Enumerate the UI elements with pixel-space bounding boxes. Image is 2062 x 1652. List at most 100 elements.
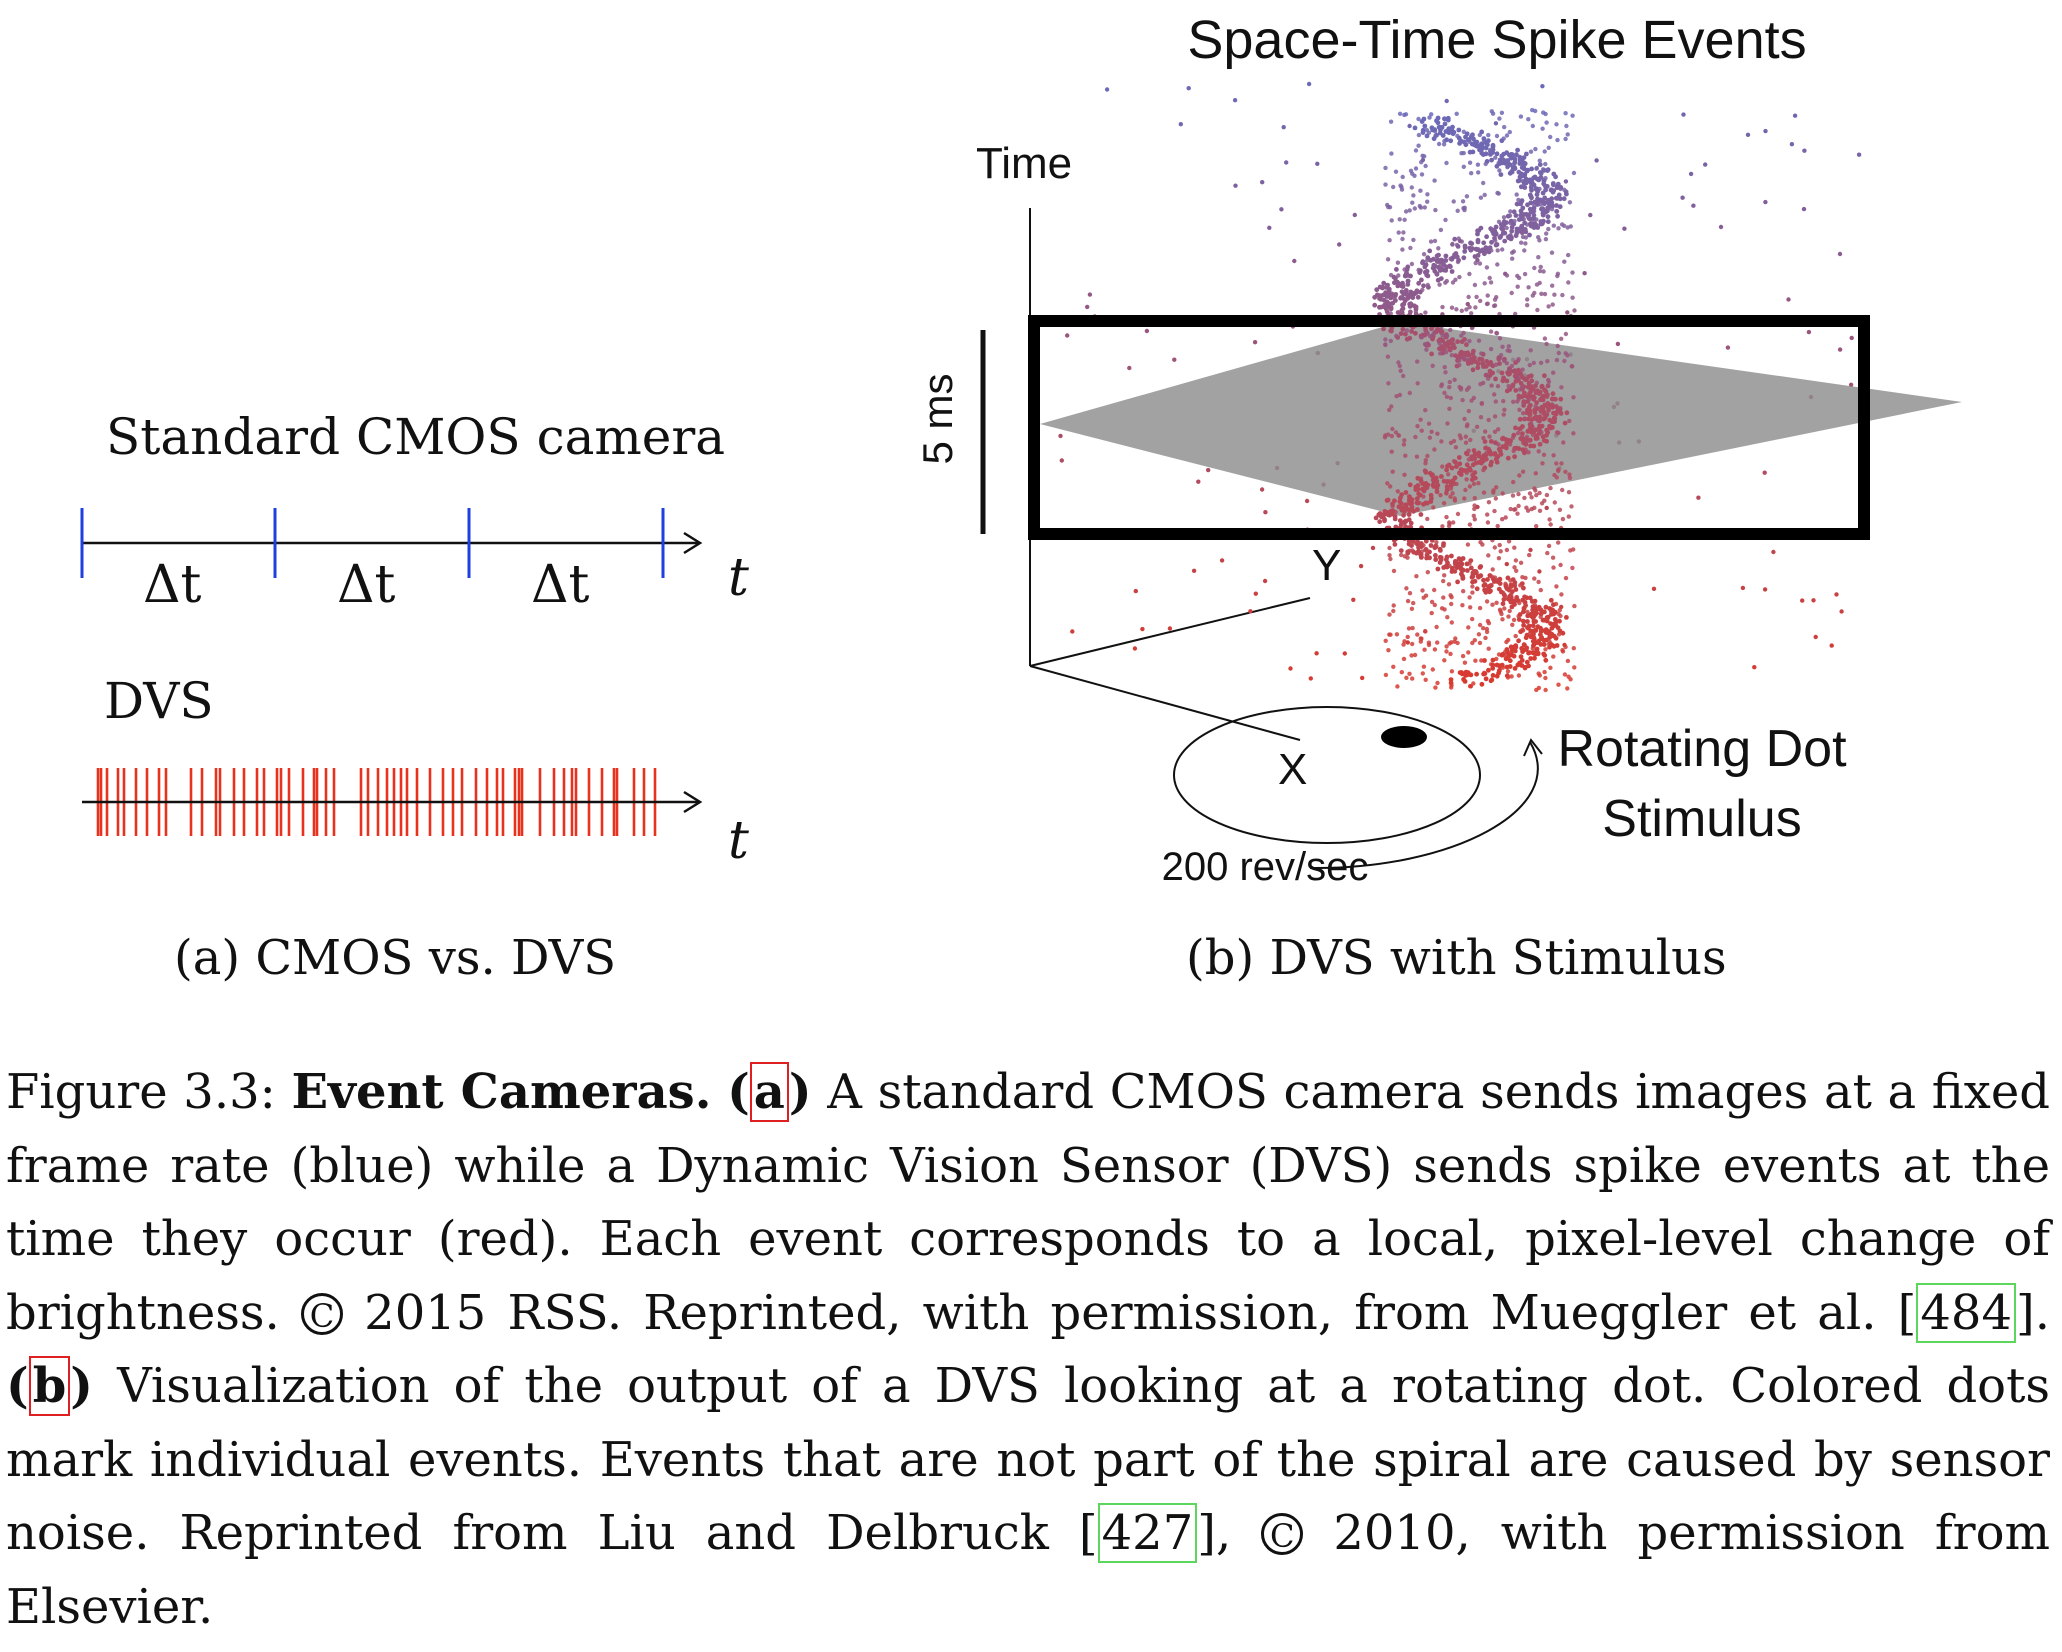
spike-event [1561, 440, 1566, 445]
spike-event [1400, 174, 1405, 180]
subfigure-ref-b[interactable]: b [28, 1356, 71, 1416]
spike-event [1387, 612, 1392, 617]
spike-event [1523, 229, 1529, 235]
spike-event [1401, 373, 1406, 379]
spike-event [1447, 563, 1452, 569]
plot-title: Space-Time Spike Events [1187, 10, 1806, 70]
spike-event [1509, 363, 1515, 369]
spike-event [1483, 589, 1489, 595]
spike-event [1517, 416, 1523, 422]
spike-event [1763, 128, 1768, 134]
spike-event [1425, 330, 1430, 336]
spike-event [1383, 165, 1388, 171]
spike-event [1481, 240, 1487, 246]
spike-event [1533, 652, 1538, 657]
spike-event [1471, 681, 1476, 686]
spike-event [1529, 599, 1535, 604]
copyright-icon: C [300, 1292, 343, 1335]
spike-event [1467, 561, 1472, 566]
spike-event [1472, 475, 1478, 481]
spike-event [1538, 614, 1543, 620]
spike-event [1404, 328, 1410, 333]
spike-event [1507, 442, 1513, 447]
spike-event [1494, 485, 1499, 490]
spike-event [1401, 230, 1406, 235]
spike-event [1556, 468, 1561, 474]
spike-event [1438, 548, 1443, 553]
spike-event [1493, 238, 1498, 243]
spike-event [1448, 138, 1454, 144]
spike-event [1545, 614, 1551, 620]
spike-event [1567, 200, 1573, 205]
spike-event [1472, 517, 1477, 522]
spike-event [1445, 615, 1450, 620]
spike-event [1380, 284, 1385, 290]
spike-event [1534, 524, 1539, 529]
spike-event [1372, 302, 1378, 308]
spike-event [1564, 410, 1570, 416]
spike-event [1519, 240, 1524, 245]
spike-event [1479, 357, 1485, 362]
spike-event [1512, 545, 1517, 550]
spike-event [1507, 348, 1512, 354]
spike-event [1424, 549, 1430, 554]
spike-event [1571, 646, 1576, 651]
spike-event [1543, 187, 1548, 193]
spike-event [1386, 290, 1392, 295]
citation-427[interactable]: 427 [1097, 1503, 1198, 1563]
spike-event [1460, 199, 1466, 204]
spike-event [1478, 298, 1483, 304]
spike-event [1426, 421, 1432, 426]
spike-event [1440, 524, 1445, 529]
spike-event [1537, 569, 1542, 574]
spike-event [1545, 219, 1551, 225]
spike-event [1423, 310, 1428, 315]
spike-event [1435, 680, 1440, 686]
spike-event [1400, 326, 1406, 332]
spike-event [1501, 215, 1507, 220]
spike-event [1516, 614, 1521, 619]
spike-event [1422, 269, 1428, 275]
spike-event [1442, 121, 1448, 127]
spike-event [1530, 123, 1535, 129]
spike-event [1486, 132, 1491, 138]
spike-event [1444, 98, 1449, 104]
spike-event [1383, 638, 1388, 643]
spike-event [1479, 658, 1484, 663]
spike-event [1401, 512, 1406, 518]
spike-event [1396, 433, 1401, 438]
spike-event [1490, 665, 1496, 671]
spike-event [1374, 287, 1380, 293]
spike-event [1544, 341, 1549, 347]
spike-event [1572, 308, 1577, 313]
spike-event [1451, 199, 1456, 204]
spike-event [1403, 209, 1409, 214]
spike-event [1400, 247, 1405, 252]
spike-event [1477, 605, 1483, 611]
spike-event [1472, 506, 1477, 512]
spike-event [1439, 474, 1444, 479]
spike-event [1459, 308, 1464, 313]
spike-event [1540, 84, 1545, 89]
spike-event [1447, 347, 1453, 353]
spike-event [1398, 495, 1403, 501]
spike-event [1526, 650, 1531, 656]
spike-event [1411, 237, 1416, 243]
spike-event [1520, 575, 1525, 580]
spike-event [1740, 585, 1746, 591]
spike-event [1390, 426, 1395, 432]
spike-event [1502, 606, 1507, 611]
spike-event [1531, 209, 1537, 214]
subfigure-ref-a[interactable]: a [749, 1062, 789, 1122]
spike-event [1378, 304, 1384, 310]
citation-484[interactable]: 484 [1916, 1282, 2017, 1343]
spike-event [1505, 234, 1511, 239]
spike-event [1534, 493, 1539, 498]
spike-event [1413, 304, 1419, 310]
spike-event [1468, 247, 1474, 253]
spike-event [1448, 395, 1453, 401]
spike-event [1545, 404, 1551, 410]
cmos-frame-ticks [80, 508, 665, 578]
spike-event [1493, 376, 1498, 382]
spike-event [1526, 416, 1531, 422]
